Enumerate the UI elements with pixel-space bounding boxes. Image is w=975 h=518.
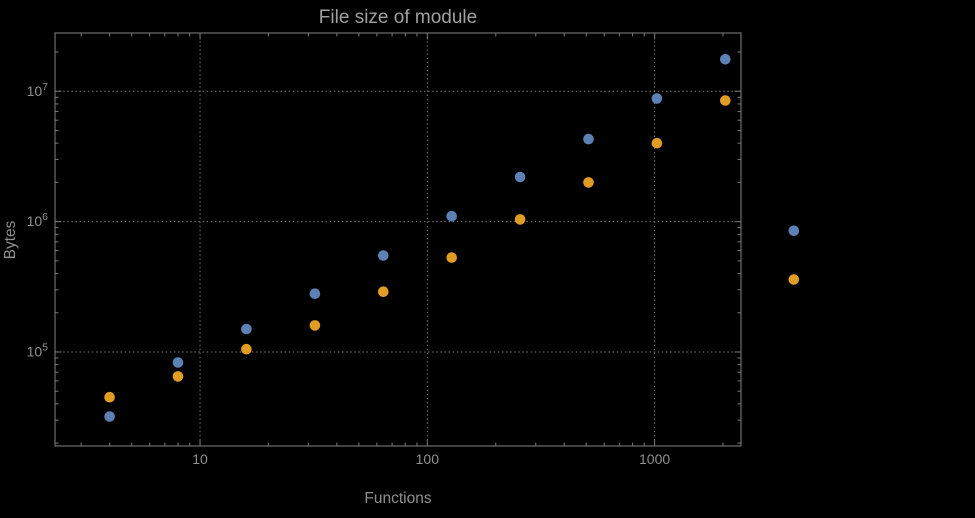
- data-point: [378, 286, 389, 298]
- series-blue: [104, 54, 800, 422]
- gridlines: [55, 33, 741, 446]
- data-point: [720, 95, 731, 106]
- data-point: [514, 214, 526, 225]
- y-axis-label: Bytes: [2, 220, 19, 259]
- data-point: [104, 391, 115, 403]
- data-point: [651, 93, 663, 104]
- y-tick-label: 107: [27, 81, 49, 99]
- y-tick-label: 106: [27, 211, 49, 229]
- data-point: [446, 252, 458, 263]
- data-point: [788, 225, 800, 237]
- data-point: [583, 177, 594, 188]
- chart-title: File size of module: [319, 7, 477, 28]
- series-orange: [104, 95, 800, 403]
- data-point: [172, 357, 184, 368]
- x-tick-label: 10: [192, 451, 208, 467]
- x-tick-label: 1000: [639, 451, 670, 467]
- data-point: [241, 343, 252, 355]
- data-point: [309, 288, 321, 300]
- data-point: [514, 171, 526, 183]
- data-point: [172, 371, 184, 382]
- x-axis-label: Functions: [364, 490, 431, 507]
- data-point: [720, 54, 731, 65]
- x-tick-label: 100: [416, 451, 440, 467]
- y-tick-label: 105: [27, 341, 49, 359]
- data-point: [651, 137, 663, 149]
- plot-frame: [54, 32, 742, 447]
- data-point: [309, 320, 321, 331]
- data-point: [378, 250, 389, 261]
- axis-ticks: [55, 33, 741, 446]
- data-point: [241, 323, 252, 335]
- data-point: [583, 133, 594, 145]
- data-point: [788, 274, 800, 285]
- data-point: [446, 210, 458, 222]
- data-point: [104, 411, 115, 422]
